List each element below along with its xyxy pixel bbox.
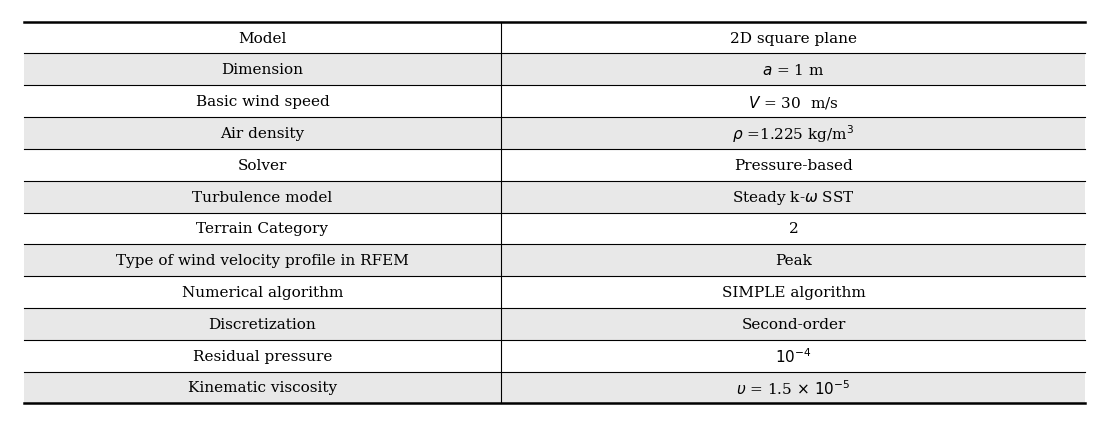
Text: Type of wind velocity profile in RFEM: Type of wind velocity profile in RFEM bbox=[116, 253, 409, 268]
Bar bbox=[23, 181, 1086, 213]
Text: $\rho$ =1.225 kg/m$^3$: $\rho$ =1.225 kg/m$^3$ bbox=[732, 123, 854, 144]
Bar bbox=[23, 245, 1086, 276]
Text: 2D square plane: 2D square plane bbox=[730, 32, 857, 46]
Text: Model: Model bbox=[238, 32, 286, 46]
Text: Steady k-$\omega$ SST: Steady k-$\omega$ SST bbox=[732, 188, 855, 206]
Bar bbox=[23, 372, 1086, 403]
Bar bbox=[23, 213, 1086, 245]
Text: Residual pressure: Residual pressure bbox=[193, 349, 332, 363]
Text: Air density: Air density bbox=[221, 127, 305, 141]
Text: Discretization: Discretization bbox=[208, 317, 316, 331]
Text: $V$ = 30  m/s: $V$ = 30 m/s bbox=[749, 93, 838, 110]
Bar bbox=[23, 23, 1086, 54]
Bar bbox=[23, 340, 1086, 372]
Bar bbox=[23, 150, 1086, 181]
Text: Dimension: Dimension bbox=[222, 63, 304, 77]
Bar bbox=[23, 86, 1086, 118]
Text: $\upsilon$ = 1.5 $\times$ $10^{-5}$: $\upsilon$ = 1.5 $\times$ $10^{-5}$ bbox=[736, 378, 851, 397]
Bar bbox=[23, 54, 1086, 86]
Bar bbox=[23, 276, 1086, 308]
Text: Pressure-based: Pressure-based bbox=[734, 158, 853, 173]
Text: $10^{-4}$: $10^{-4}$ bbox=[775, 346, 812, 365]
Text: Peak: Peak bbox=[775, 253, 812, 268]
Text: Numerical algorithm: Numerical algorithm bbox=[182, 285, 343, 299]
Bar bbox=[23, 118, 1086, 150]
Text: 2: 2 bbox=[788, 222, 798, 236]
Text: Terrain Category: Terrain Category bbox=[196, 222, 328, 236]
Text: SIMPLE algorithm: SIMPLE algorithm bbox=[722, 285, 865, 299]
Text: $a$ = 1 m: $a$ = 1 m bbox=[762, 63, 825, 78]
Text: Second-order: Second-order bbox=[741, 317, 846, 331]
Text: Solver: Solver bbox=[237, 158, 287, 173]
Bar bbox=[23, 308, 1086, 340]
Text: Turbulence model: Turbulence model bbox=[192, 190, 333, 204]
Text: Kinematic viscosity: Kinematic viscosity bbox=[187, 380, 337, 394]
Text: Basic wind speed: Basic wind speed bbox=[195, 95, 329, 109]
